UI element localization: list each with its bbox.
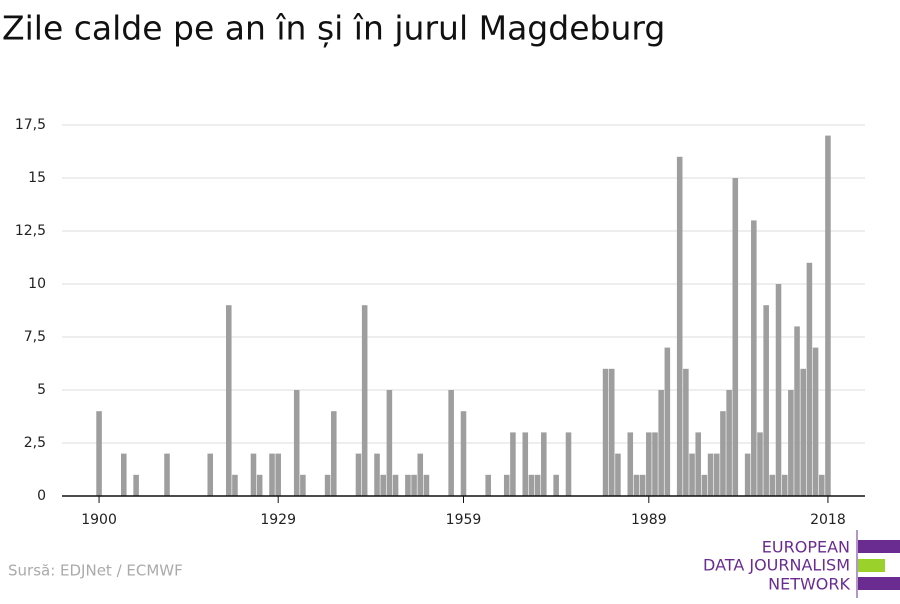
bar <box>713 453 720 496</box>
bar <box>775 284 782 496</box>
bar <box>658 390 664 496</box>
bar <box>541 432 547 496</box>
bar <box>707 453 714 496</box>
bar <box>565 432 572 496</box>
bar <box>732 178 739 496</box>
bar <box>300 474 306 496</box>
bar <box>769 474 776 496</box>
bar <box>763 305 769 496</box>
bar <box>374 453 380 496</box>
y-tick-label: 17,5 <box>15 117 46 133</box>
bar <box>485 474 491 496</box>
y-tick-label: 12,5 <box>15 223 46 239</box>
bar <box>293 390 300 496</box>
bar <box>825 135 831 496</box>
bar <box>615 453 621 496</box>
x-tick-label: 1959 <box>446 512 482 528</box>
bar <box>751 220 757 496</box>
bar <box>256 474 263 496</box>
logo-text: EUROPEAN <box>762 538 850 557</box>
bar <box>806 262 813 496</box>
logo-text: NETWORK <box>768 575 850 594</box>
y-tick-label: 5 <box>37 382 46 398</box>
bar <box>269 453 275 496</box>
bar <box>225 305 232 496</box>
bar <box>602 368 609 496</box>
bar <box>781 474 788 496</box>
bar <box>633 474 640 496</box>
y-tick-label: 15 <box>28 170 46 186</box>
bar <box>331 411 337 496</box>
y-tick-label: 2,5 <box>24 435 46 451</box>
bar <box>744 453 751 496</box>
bar <box>510 432 516 496</box>
logo-text: DATA JOURNALISM <box>703 556 850 575</box>
bar <box>411 474 417 496</box>
bar <box>683 368 689 496</box>
source: Sursă: EDJNet / ECMWF <box>8 562 183 580</box>
bar <box>96 411 102 496</box>
bar <box>794 326 800 496</box>
bar <box>608 368 615 496</box>
logo-bar <box>858 577 900 590</box>
bar <box>405 474 411 496</box>
bar <box>207 453 214 496</box>
bar <box>757 432 763 496</box>
bar <box>800 368 807 496</box>
bar <box>232 474 238 496</box>
bar <box>627 432 634 496</box>
x-tick-label: 1900 <box>81 512 117 528</box>
bar <box>380 474 386 496</box>
x-tick-label: 1929 <box>260 512 296 528</box>
y-tick-label: 7,5 <box>24 329 46 345</box>
bar <box>361 305 368 496</box>
bar <box>689 453 695 496</box>
bar <box>695 432 702 496</box>
bar <box>460 411 467 496</box>
bar <box>392 474 399 496</box>
bar <box>812 347 819 496</box>
bar <box>553 474 559 496</box>
bar <box>664 347 671 496</box>
y-tick-label: 10 <box>28 276 46 292</box>
bar <box>386 390 393 496</box>
bar <box>522 432 529 496</box>
x-tick-label: 2018 <box>810 512 846 528</box>
x-tick-label: 1989 <box>631 512 667 528</box>
bar <box>701 474 708 496</box>
bar <box>818 474 825 496</box>
bar <box>324 474 331 496</box>
bar <box>120 453 127 496</box>
logo-bar <box>858 540 900 553</box>
bar <box>417 453 424 496</box>
bar <box>423 474 430 496</box>
bar <box>534 474 541 496</box>
bar <box>639 474 646 496</box>
bar <box>720 411 726 496</box>
bar <box>528 474 535 496</box>
bar <box>355 453 362 496</box>
y-tick-label: 0 <box>37 488 46 504</box>
bar <box>448 390 454 496</box>
bar <box>646 432 652 496</box>
bar <box>250 453 257 496</box>
chart-title: Zile calde pe an în și în jurul Magdebur… <box>2 9 665 48</box>
bar <box>788 390 794 496</box>
bar <box>676 156 683 497</box>
bar <box>503 474 510 496</box>
bar <box>164 453 170 496</box>
bar <box>275 453 281 496</box>
bar <box>133 474 139 496</box>
bar <box>652 432 658 496</box>
bar <box>726 390 732 496</box>
logo-bar <box>858 559 885 572</box>
